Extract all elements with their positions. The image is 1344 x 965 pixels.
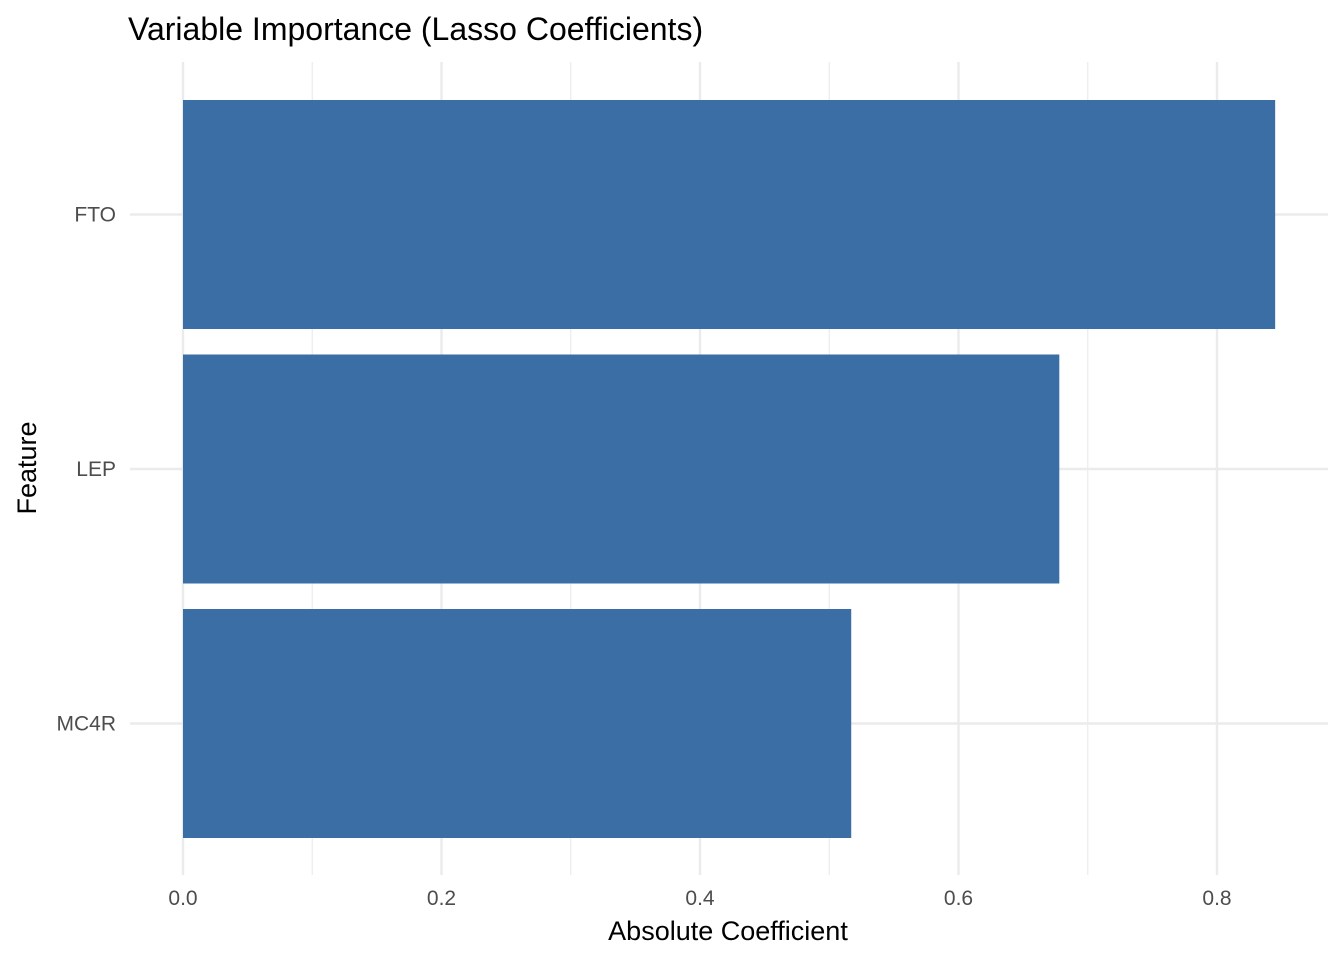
y-tick-label: LEP bbox=[76, 458, 116, 481]
bars bbox=[183, 100, 1276, 838]
x-axis-ticks: 0.0 0.2 0.4 0.6 0.8 bbox=[168, 887, 1231, 910]
x-tick-label: 0.6 bbox=[944, 887, 973, 910]
bar-fto bbox=[183, 100, 1276, 329]
x-tick-label: 0.0 bbox=[168, 887, 197, 910]
x-tick-label: 0.2 bbox=[427, 887, 456, 910]
x-tick-label: 0.4 bbox=[685, 887, 715, 910]
y-axis-title: Feature bbox=[12, 421, 42, 514]
chart-title: Variable Importance (Lasso Coefficients) bbox=[128, 11, 703, 47]
y-tick-label: FTO bbox=[74, 204, 116, 227]
bar-mc4r bbox=[183, 609, 852, 838]
x-tick-label: 0.8 bbox=[1202, 887, 1231, 910]
x-axis-title: Absolute Coefficient bbox=[608, 916, 848, 946]
bar-lep bbox=[183, 354, 1060, 584]
y-axis-ticks: FTO LEP MC4R bbox=[56, 204, 116, 736]
y-tick-label: MC4R bbox=[56, 713, 116, 736]
